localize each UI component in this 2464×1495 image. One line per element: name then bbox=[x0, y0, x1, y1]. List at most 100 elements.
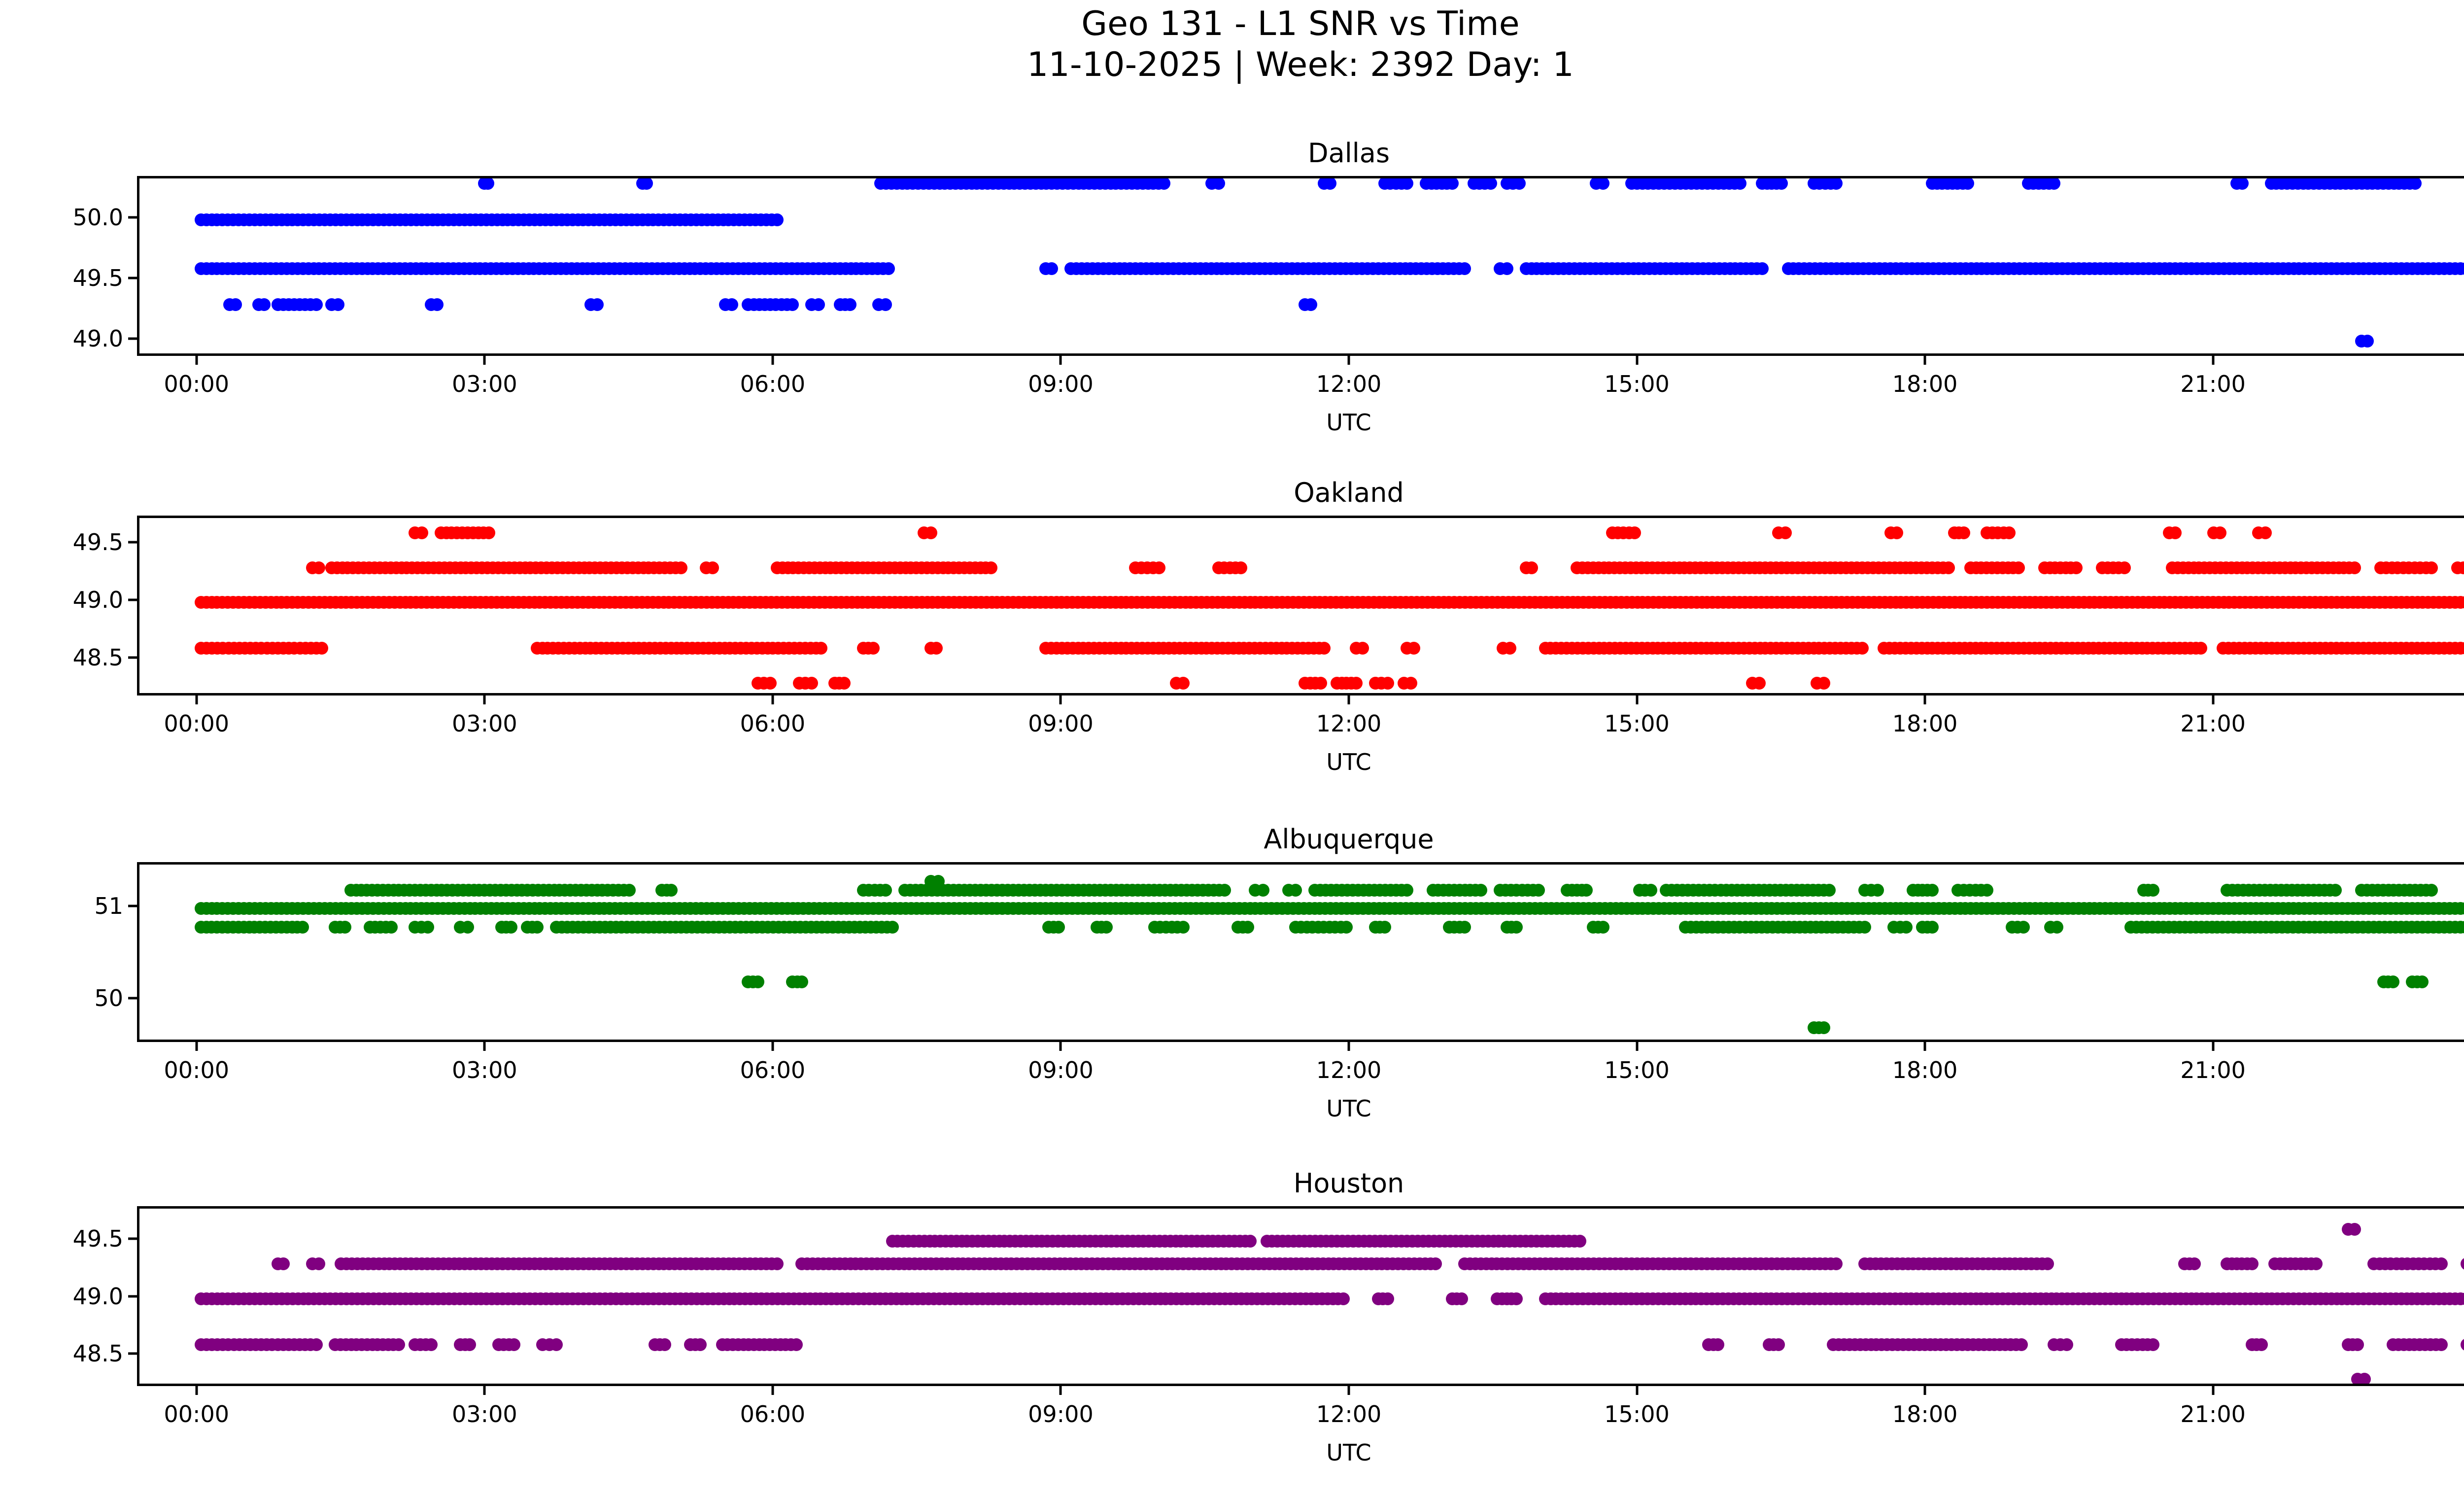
data-point bbox=[2060, 1338, 2073, 1352]
data-point bbox=[1787, 920, 1801, 934]
data-point bbox=[2072, 262, 2085, 275]
data-point bbox=[315, 642, 329, 655]
data-point bbox=[329, 1292, 342, 1305]
data-point bbox=[1679, 178, 1693, 190]
data-point bbox=[1701, 902, 1714, 915]
data-point bbox=[670, 642, 683, 655]
x-tick-label: 00:00 bbox=[2427, 371, 2464, 397]
data-point bbox=[1114, 595, 1128, 609]
data-point bbox=[1614, 642, 1627, 655]
data-point bbox=[2048, 1338, 2061, 1352]
data-point bbox=[1014, 1292, 1027, 1305]
data-point bbox=[2236, 178, 2249, 190]
data-point bbox=[522, 595, 536, 609]
data-point bbox=[1019, 1234, 1032, 1248]
data-point bbox=[2250, 595, 2262, 609]
data-point bbox=[1951, 1338, 1964, 1352]
data-point bbox=[875, 920, 888, 934]
data-point bbox=[1850, 642, 1863, 655]
data-point bbox=[1776, 595, 1789, 609]
data-point bbox=[1851, 902, 1865, 915]
data-point bbox=[2112, 561, 2125, 574]
data-point bbox=[2427, 642, 2440, 655]
data-point bbox=[546, 561, 559, 574]
data-point bbox=[2120, 1338, 2133, 1352]
data-point bbox=[880, 178, 893, 190]
data-point bbox=[1851, 1292, 1864, 1305]
data-point bbox=[2459, 902, 2464, 915]
data-point bbox=[712, 920, 725, 934]
data-point bbox=[1797, 1292, 1810, 1305]
data-point bbox=[2136, 1338, 2149, 1352]
data-point bbox=[2313, 920, 2327, 934]
data-point bbox=[1519, 561, 1533, 574]
data-point bbox=[2443, 1292, 2456, 1305]
data-point bbox=[1964, 262, 1978, 275]
x-tick-label: 06:00 bbox=[740, 1057, 806, 1083]
plot-area-houston[interactable] bbox=[137, 1206, 2464, 1386]
data-point bbox=[1071, 642, 1085, 655]
data-point bbox=[861, 642, 875, 655]
data-point bbox=[1845, 561, 1858, 574]
data-point bbox=[318, 902, 331, 915]
data-point bbox=[1733, 1257, 1746, 1271]
data-point bbox=[2212, 262, 2225, 275]
data-point bbox=[1749, 920, 1763, 934]
data-point bbox=[1169, 1234, 1182, 1248]
data-point bbox=[566, 1292, 580, 1305]
data-point bbox=[296, 920, 309, 934]
data-point bbox=[416, 561, 430, 574]
data-point bbox=[1702, 1338, 1715, 1352]
data-point bbox=[411, 561, 424, 574]
plot-area-oakland[interactable] bbox=[137, 516, 2464, 695]
data-point bbox=[469, 595, 482, 609]
data-point bbox=[1900, 595, 1913, 609]
data-point bbox=[1515, 884, 1529, 897]
data-point bbox=[806, 1257, 820, 1271]
data-point bbox=[1067, 1234, 1081, 1248]
data-point bbox=[1485, 1257, 1498, 1271]
data-point bbox=[2088, 262, 2101, 275]
data-point bbox=[1469, 1257, 1482, 1271]
data-point bbox=[1620, 902, 1633, 915]
data-point bbox=[1134, 1257, 1147, 1271]
data-point bbox=[1010, 1257, 1024, 1271]
data-point bbox=[1352, 1234, 1365, 1248]
data-point bbox=[1980, 526, 1993, 540]
data-point bbox=[469, 902, 482, 915]
y-tick-mark bbox=[128, 997, 137, 1000]
data-point bbox=[1755, 920, 1768, 934]
data-point bbox=[1609, 595, 1622, 609]
data-point bbox=[2180, 595, 2193, 609]
data-point bbox=[259, 902, 272, 915]
data-point bbox=[878, 595, 891, 609]
data-point bbox=[2361, 335, 2374, 348]
data-point bbox=[1201, 1234, 1214, 1248]
data-point bbox=[1894, 642, 1907, 655]
data-point bbox=[618, 262, 632, 275]
data-point bbox=[238, 1292, 251, 1305]
data-point bbox=[561, 561, 575, 574]
data-point bbox=[1109, 884, 1123, 897]
data-point bbox=[1471, 1234, 1484, 1248]
data-point bbox=[747, 298, 760, 312]
data-point bbox=[1759, 642, 1772, 655]
data-point bbox=[1940, 1338, 1953, 1352]
data-point bbox=[299, 1338, 312, 1352]
data-point bbox=[1350, 262, 1364, 275]
data-point bbox=[625, 595, 638, 609]
data-point bbox=[754, 1257, 768, 1271]
data-point bbox=[221, 213, 235, 226]
data-point bbox=[1442, 262, 1455, 275]
plot-area-albuquerque[interactable] bbox=[137, 862, 2464, 1042]
x-tick-label: 12:00 bbox=[1316, 1057, 1382, 1083]
data-point bbox=[841, 1292, 855, 1305]
data-point bbox=[1871, 884, 1884, 897]
data-point bbox=[1755, 178, 1769, 190]
plot-area-dallas[interactable] bbox=[137, 176, 2464, 356]
data-point bbox=[1617, 526, 1630, 540]
data-point bbox=[2083, 262, 2096, 275]
data-point bbox=[2459, 642, 2464, 655]
data-point bbox=[978, 1257, 991, 1271]
data-point bbox=[462, 884, 475, 897]
